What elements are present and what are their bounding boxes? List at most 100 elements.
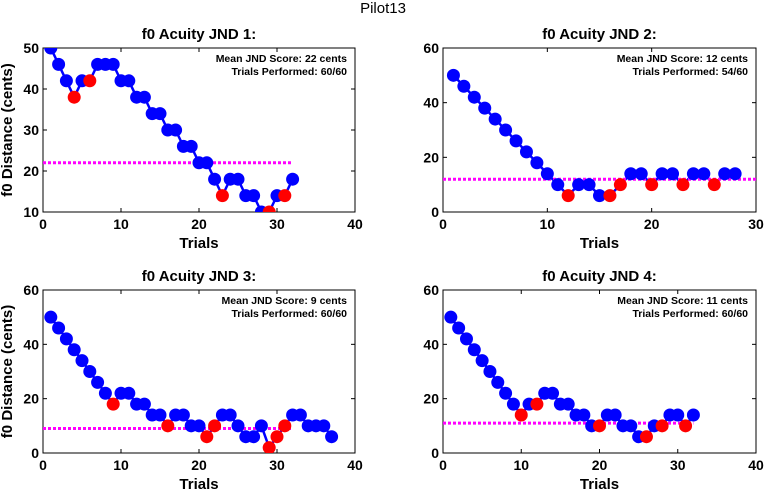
trial-point: [91, 375, 105, 389]
trial-point: [671, 408, 685, 422]
trial-point: [718, 167, 732, 181]
panel-title: f0 Acuity JND 1:: [142, 26, 256, 43]
trial-point: [52, 57, 66, 71]
trial-point: [530, 156, 544, 170]
trial-point: [686, 167, 700, 181]
trial-point: [137, 90, 151, 104]
data-layer: [43, 310, 339, 453]
y-tick-label: 40: [423, 336, 439, 352]
x-axis-label: Trials: [580, 476, 619, 492]
y-tick-label: 0: [431, 204, 439, 220]
y-tick-label: 40: [23, 81, 39, 97]
panel-1: f0 Acuity JND 1:0 10 20 30 401020304050Trial…: [0, 26, 363, 252]
trial-point: [634, 167, 648, 181]
trial-point: [254, 419, 268, 433]
trial-point: [475, 354, 489, 368]
panel-2: f0 Acuity JND 2: 0 10 20 30 0 20 40 60 Trials Mean…: [423, 26, 764, 252]
x-tick-label: 20: [191, 457, 207, 473]
y-tick-label: 60: [423, 40, 439, 56]
trial-point: [499, 386, 513, 400]
mean-jnd-annotation: Mean JND Score: 9 cents: [222, 295, 348, 307]
trial-point: [608, 408, 622, 422]
data-layer: [443, 68, 756, 203]
panel-4: f0 Acuity JND 4: 0 10 20 30 40 0 20 40 60 Trials Me…: [423, 268, 764, 492]
x-tick-label: 30: [269, 216, 285, 232]
trials-performed-annotation: Trials Performed: 54/60: [632, 66, 748, 78]
x-axis-label: Trials: [580, 235, 619, 252]
x-tick-label: 20: [644, 216, 660, 232]
reversal-point: [514, 408, 528, 422]
reversal-point: [639, 430, 653, 444]
trial-point: [697, 167, 711, 181]
reversal-point: [67, 90, 81, 104]
trial-point: [459, 332, 473, 346]
trial-point: [286, 172, 300, 186]
x-tick-label: 20: [592, 457, 608, 473]
trial-point: [728, 167, 742, 181]
trial-point: [293, 408, 307, 422]
reversal-point: [603, 189, 617, 203]
trials-performed-annotation: Trials Performed: 60/60: [231, 66, 347, 78]
x-tick-label: 40: [347, 457, 363, 473]
trial-point: [223, 408, 237, 422]
data-layer: [43, 48, 300, 212]
reversal-point: [530, 397, 544, 411]
trial-point: [483, 365, 497, 378]
trial-point: [444, 310, 458, 324]
reversal-point: [270, 430, 284, 444]
trial-point: [52, 321, 66, 335]
trial-point: [325, 430, 339, 444]
y-tick-label: 10: [23, 204, 39, 220]
y-tick-label: 20: [23, 163, 39, 179]
trial-point: [540, 167, 554, 181]
trial-point: [67, 343, 81, 357]
trial-point: [519, 145, 533, 159]
x-tick-label: 30: [748, 216, 764, 232]
reversal-point: [679, 419, 693, 433]
y-axis-label: f0 Distance (cents): [0, 63, 16, 196]
figure-title: Pilot13: [360, 0, 406, 17]
x-tick-label: 0: [439, 457, 447, 473]
x-tick-label: 0: [39, 216, 47, 232]
trial-point: [200, 156, 214, 170]
reversal-point: [645, 178, 659, 192]
trial-point: [176, 408, 190, 422]
trial-point: [467, 343, 481, 357]
trial-point: [624, 419, 638, 433]
y-tick-label: 40: [423, 95, 439, 111]
trial-point: [655, 167, 669, 181]
y-tick-label: 50: [23, 40, 39, 56]
reversal-point: [707, 178, 721, 192]
reversal-point: [200, 430, 214, 444]
panel-title: f0 Acuity JND 2:: [542, 26, 656, 43]
y-tick-label: 40: [23, 336, 39, 352]
trial-point: [446, 68, 460, 82]
y-tick-label: 60: [423, 282, 439, 298]
reversal-point: [561, 189, 575, 203]
reversal-point: [676, 178, 690, 192]
trial-point: [247, 430, 261, 444]
y-tick-label: 20: [423, 391, 439, 407]
trial-point: [153, 107, 167, 121]
trial-point: [83, 365, 97, 378]
trial-point: [561, 397, 575, 411]
trial-point: [506, 397, 520, 411]
trial-point: [122, 386, 136, 400]
trial-point: [59, 74, 73, 88]
trial-point: [551, 178, 565, 192]
x-tick-label: 40: [347, 216, 363, 232]
x-tick-label: 10: [513, 457, 529, 473]
trial-point: [98, 386, 112, 400]
trial-point: [624, 167, 638, 181]
trial-point: [231, 172, 245, 186]
x-tick-label: 40: [748, 457, 764, 473]
trial-point: [452, 321, 466, 335]
trial-point: [499, 123, 513, 137]
x-tick-label: 30: [670, 457, 686, 473]
reversal-point: [106, 397, 120, 411]
trial-point: [572, 178, 586, 192]
trial-point: [491, 375, 505, 389]
x-tick-label: 10: [113, 216, 129, 232]
x-tick-label: 0: [39, 457, 47, 473]
